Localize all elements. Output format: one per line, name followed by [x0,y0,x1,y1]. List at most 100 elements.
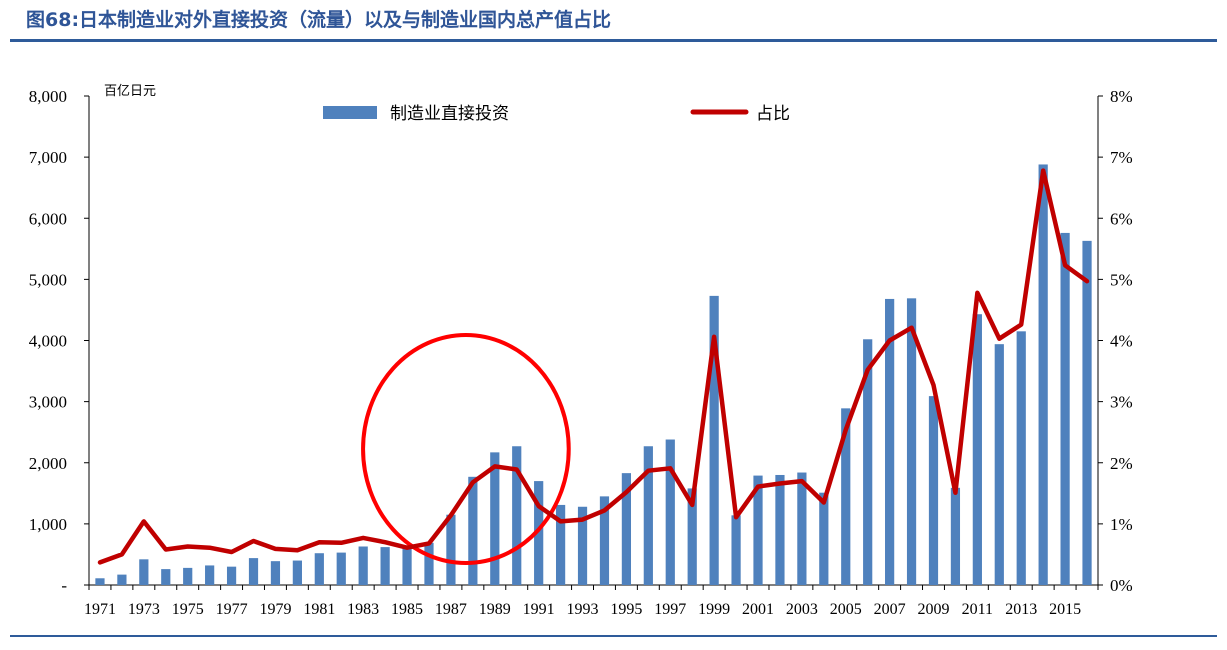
bar [117,574,127,585]
bar [402,545,412,585]
legend-bar-label: 制造业直接投资 [390,104,509,124]
bar [709,295,719,585]
line-point [208,546,212,550]
line-point [230,550,234,554]
line-point [756,485,760,489]
highlight-circle [361,333,571,565]
x-tick-label: 1983 [347,601,379,618]
bar [446,514,456,585]
line-point [624,490,628,494]
line-point [975,291,979,295]
bar [687,488,697,585]
line-point [778,482,782,486]
x-tick-label: 1981 [303,601,335,618]
line-point [910,326,914,330]
bar [512,446,522,585]
line-point [427,541,431,545]
bar [468,476,478,585]
right-tick-label: 0% [1110,576,1133,595]
bar [599,496,610,585]
line-point [537,504,541,508]
bar [950,487,961,585]
x-tick-label: 1985 [391,601,423,618]
bar [555,504,566,585]
bar [797,472,807,585]
line-point [515,467,519,471]
bar [161,569,171,585]
left-tick-label: 3,000 [29,393,67,412]
line-point [405,546,409,550]
left-tick-label: 7,000 [29,148,67,167]
bar [336,552,346,585]
line-point [997,337,1001,341]
line-point [646,469,650,473]
axis-labels: - 1,000 2,000 3,000 4,000 5,000 6,000 7,000 8,00… [29,84,1133,618]
bar [226,566,237,585]
line-point [844,428,848,432]
line-point [602,508,606,512]
x-tick-label: 2007 [874,601,906,618]
x-tick-label: 1979 [259,601,291,618]
right-tick-label: 2% [1110,454,1133,473]
line-point [339,541,343,545]
line-point [581,518,585,522]
bar [292,560,302,585]
x-tick-label: 2003 [786,601,818,618]
bar [841,408,851,585]
line-point [98,560,102,564]
bar [95,578,105,585]
right-tick-label: 5% [1110,270,1133,289]
x-tick-label: 2009 [917,601,949,618]
x-tick-label: 1997 [654,601,686,618]
legend-bar-swatch [323,106,377,119]
x-tick-label: 1989 [479,601,511,618]
line-point [273,547,277,551]
bar [1038,164,1048,585]
bar [775,474,785,585]
line-point [493,464,497,468]
x-tick-label: 1993 [567,601,599,618]
left-tick-label: 5,000 [29,270,67,289]
line-point [295,548,299,552]
line-point [690,503,694,507]
right-tick-label: 7% [1110,148,1133,167]
x-tick-label: 2001 [742,601,774,618]
bar [885,298,895,585]
bar [314,553,324,585]
bar [906,298,917,585]
left-tick-label: 4,000 [29,332,67,351]
bar [248,558,259,585]
line-point [1019,323,1023,327]
bar [665,439,675,585]
line-point [1063,263,1067,267]
line-point [252,539,256,543]
x-tick-label: 1975 [172,601,204,618]
bar [490,452,500,585]
line-point [734,515,738,519]
bar [1060,232,1070,586]
x-tick-label: 1973 [128,601,160,618]
line-point [866,368,870,372]
line-point [1041,169,1045,173]
x-tick-label: 1995 [610,601,642,618]
x-tick-label: 2011 [962,601,993,618]
bar [1016,331,1026,585]
bar [424,542,434,585]
bar [534,481,544,585]
bar [1082,240,1092,585]
bar [972,314,982,585]
line-point [120,552,124,556]
bar [994,344,1004,585]
x-tick-label: 2005 [830,601,862,618]
annotation-layer [361,333,571,565]
line-point [822,500,826,504]
line-point [471,480,475,484]
bar [928,396,939,585]
bar [270,561,281,585]
line-point [383,540,387,544]
bar [863,339,873,585]
line-point [142,519,146,523]
x-tick-label: 1991 [523,601,555,618]
bar [183,567,193,585]
bar [205,565,215,585]
